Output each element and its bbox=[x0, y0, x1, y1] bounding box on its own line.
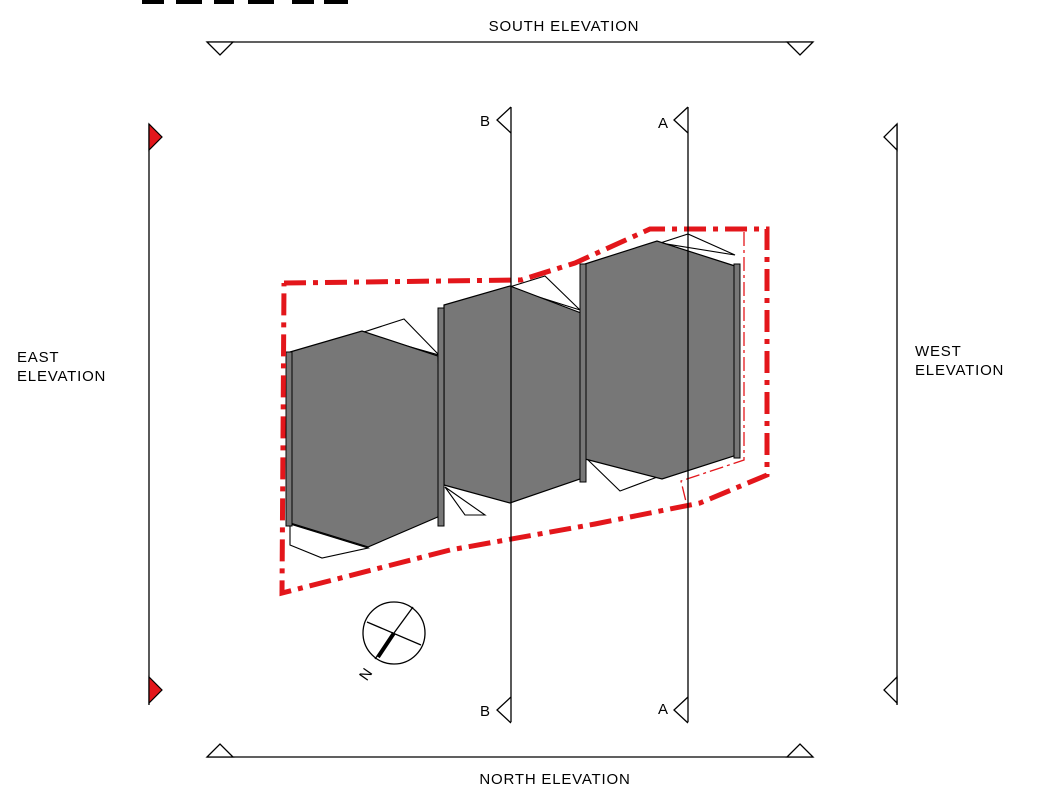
section-b-top-label: B bbox=[480, 113, 491, 130]
north-elevation-label: NORTH ELEVATION bbox=[479, 771, 630, 788]
north-arrow-label: N bbox=[356, 665, 377, 684]
section-b-bottom-label: B bbox=[480, 703, 491, 720]
title-fragment bbox=[142, 0, 348, 4]
south-elevation-marker: SOUTH ELEVATION bbox=[205, 18, 815, 56]
east-elevation-label-line1: EAST bbox=[17, 349, 59, 366]
building-unit-2 bbox=[443, 285, 584, 504]
north-arrow: N bbox=[356, 601, 426, 684]
south-elevation-label: SOUTH ELEVATION bbox=[489, 18, 640, 35]
north-arrow-pointer bbox=[376, 631, 396, 659]
site-boundary bbox=[279, 226, 770, 597]
section-line-a: A A bbox=[658, 106, 689, 724]
west-elevation-label-line2: ELEVATION bbox=[915, 362, 1004, 379]
building-posts bbox=[285, 263, 741, 527]
building-unit-3 bbox=[584, 240, 738, 480]
east-elevation-label-line2: ELEVATION bbox=[17, 368, 106, 385]
east-elevation-marker: EAST ELEVATION bbox=[17, 122, 163, 705]
building-unit-1 bbox=[289, 330, 441, 548]
west-elevation-marker: WEST ELEVATION bbox=[883, 122, 1004, 705]
section-a-top-label: A bbox=[658, 115, 669, 132]
west-elevation-label-line1: WEST bbox=[915, 343, 962, 360]
section-a-bottom-label: A bbox=[658, 701, 669, 718]
north-elevation-marker: NORTH ELEVATION bbox=[205, 743, 815, 788]
section-line-b: B B bbox=[480, 106, 512, 724]
building-hexagons bbox=[289, 240, 738, 548]
